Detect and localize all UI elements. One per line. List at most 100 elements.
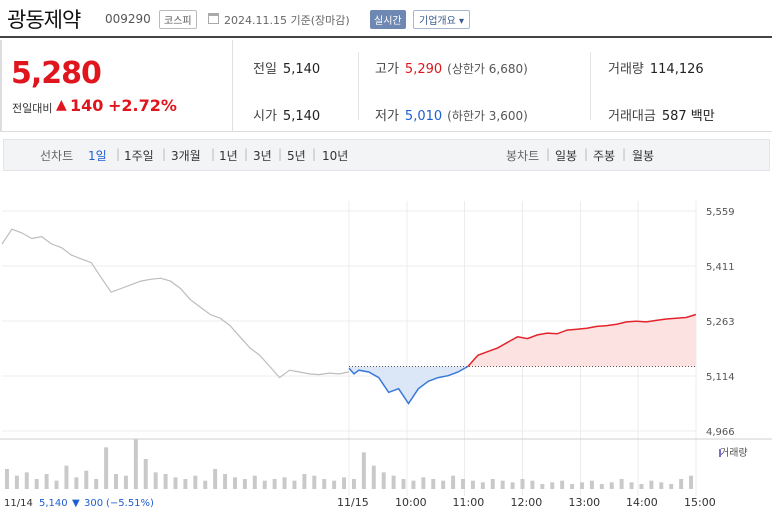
volume-bar <box>451 475 456 489</box>
volume-bar <box>421 477 426 489</box>
volume-legend-swatch <box>719 449 721 457</box>
volume-bar <box>133 439 138 489</box>
volume-bar <box>262 480 267 489</box>
current-price: 5,280 <box>11 56 102 91</box>
volume-bar <box>233 477 237 489</box>
volume-bar <box>223 474 228 489</box>
volume-bar <box>510 482 515 489</box>
volume-bar <box>361 452 366 489</box>
below-baseline-area <box>349 366 468 404</box>
volume-bar <box>391 475 396 489</box>
x-tick-label: 10:00 <box>395 496 427 509</box>
x-tick-label: 11/15 <box>337 496 369 509</box>
market-badge: 코스피 <box>159 10 197 29</box>
candle-chart-label: 봉차트 <box>506 149 540 163</box>
volume-bar <box>153 472 158 489</box>
line-chart-label: 선차트 <box>40 149 74 163</box>
low-price: 저가 5,010 (하한가 3,600) <box>375 109 528 124</box>
tab-5y[interactable]: 5년 <box>287 149 306 163</box>
volume-bar <box>242 479 247 489</box>
volume-bar <box>282 477 287 489</box>
calendar-icon <box>208 13 219 24</box>
volume-bar <box>649 480 654 489</box>
volume-bar <box>342 477 347 489</box>
price-summary: 5,280 전일대비 ▲ 140 +2.72% 전일 5,140 시가 5,140 … <box>0 40 772 132</box>
trade-amount: 거래대금 587 백만 <box>608 109 715 124</box>
footer-rate: (−5.51%) <box>106 498 154 509</box>
open-price: 시가 5,140 <box>253 109 321 124</box>
prev-close: 전일 5,140 <box>253 62 321 77</box>
tab-10y[interactable]: 10년 <box>322 149 349 163</box>
volume-bar <box>322 479 327 489</box>
x-tick-label: 14:00 <box>626 496 658 509</box>
chart-footer: 11/14 5,140 ▼ 300 (−5.51%) <box>4 498 154 509</box>
today-line-down <box>348 365 469 405</box>
volume-bar <box>659 482 664 489</box>
volume-bar <box>431 479 436 489</box>
volume-bar <box>84 470 89 489</box>
tab-monthly[interactable]: 월봉 <box>632 149 655 163</box>
volume-bar <box>123 475 128 489</box>
tab-weekly[interactable]: 주봉 <box>593 149 616 163</box>
volume-bar <box>669 484 674 489</box>
chart-period-tabs: 선차트 1일 | 1주일 | 3개월 | 1년 | 3년 | 5년 | 10년 … <box>3 139 770 171</box>
volume-bar <box>490 479 495 489</box>
base-date: 2024.11.15 기준(장마감) <box>224 14 350 27</box>
volume-bar <box>64 465 69 489</box>
tab-3y[interactable]: 3년 <box>253 149 272 163</box>
realtime-badge[interactable]: 실시간 <box>370 10 406 29</box>
volume-bar <box>609 482 614 489</box>
diff-rate: +2.72% <box>108 96 177 115</box>
volume-bar <box>401 479 406 489</box>
volume-bar <box>470 480 475 489</box>
volume-bar <box>530 480 535 489</box>
footer-change: 300 <box>84 498 103 509</box>
today-line-up <box>467 313 697 367</box>
volume-bar <box>351 479 356 489</box>
volume-bar <box>74 477 79 489</box>
volume-bar <box>411 480 416 489</box>
y-tick-label: 5,263 <box>706 317 735 328</box>
volume-bar <box>203 480 208 489</box>
volume-bar <box>4 469 9 489</box>
stock-code: 009290 <box>105 12 151 26</box>
volume-bar <box>272 479 277 489</box>
company-info-dropdown[interactable]: 기업개요 ▾ <box>413 10 470 29</box>
tab-3m[interactable]: 3개월 <box>171 149 201 163</box>
divider <box>358 52 359 120</box>
prev-day-line <box>1 228 350 379</box>
volume-bar <box>193 475 198 489</box>
volume-bar <box>599 484 604 489</box>
footer-down-arrow-icon: ▼ <box>72 498 80 509</box>
volume-bar <box>550 482 555 489</box>
volume-bar <box>163 474 168 489</box>
volume-bar <box>679 479 684 489</box>
volume-bar <box>104 447 109 489</box>
footer-price: 5,140 <box>39 498 68 509</box>
stock-header: 광동제약 009290 코스피 2024.11.15 기준(장마감) 실시간 기… <box>0 0 772 38</box>
stock-name[interactable]: 광동제약 <box>7 8 81 32</box>
volume-bar <box>540 484 545 489</box>
current-price-box: 5,280 전일대비 ▲ 140 +2.72% <box>0 40 233 132</box>
volume-bar <box>114 474 118 489</box>
volume-bar <box>34 479 39 489</box>
tab-1w[interactable]: 1주일 <box>124 149 154 163</box>
volume-bar <box>619 479 624 489</box>
volume-bar <box>24 472 29 489</box>
tab-1d[interactable]: 1일 <box>88 149 107 163</box>
y-tick-label: 4,966 <box>706 427 735 438</box>
diff-value: 140 <box>70 96 104 115</box>
high-price: 고가 5,290 (상한가 6,680) <box>375 62 528 77</box>
volume-bar <box>252 475 257 489</box>
diff-label: 전일대비 <box>12 102 53 115</box>
volume-bar <box>629 482 634 489</box>
volume-bar <box>580 482 584 489</box>
volume-bar <box>312 475 317 489</box>
volume-bar <box>183 479 188 489</box>
x-tick-label: 13:00 <box>568 496 600 509</box>
volume-bar <box>381 472 386 489</box>
tab-1y[interactable]: 1년 <box>219 149 238 163</box>
volume-bar <box>560 480 565 489</box>
volume-bar <box>213 469 218 489</box>
tab-daily[interactable]: 일봉 <box>555 149 578 163</box>
